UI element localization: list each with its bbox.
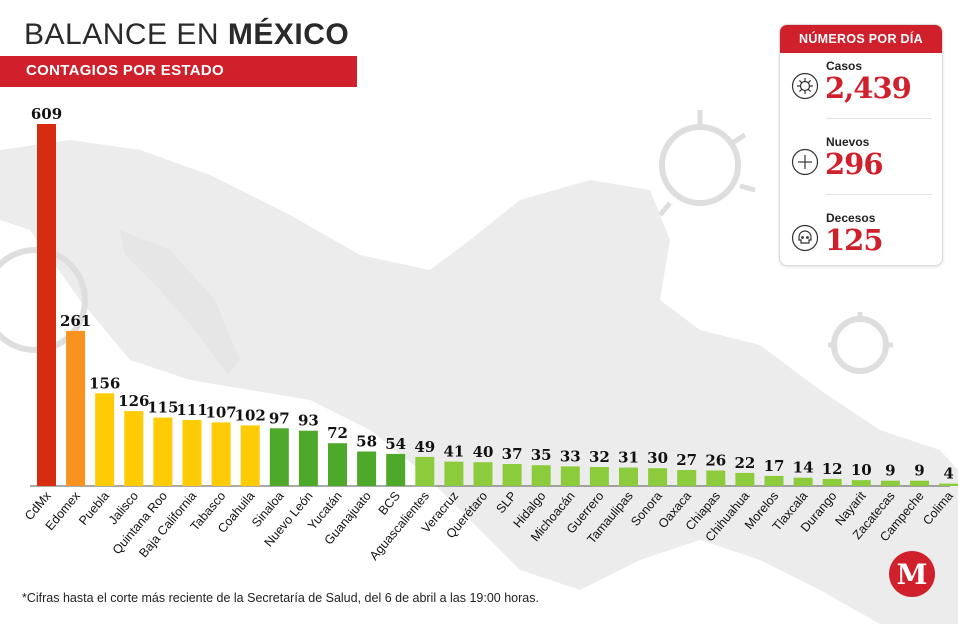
bar [560, 466, 580, 486]
stat-casos: Casos 2,439 [780, 55, 942, 115]
bar-value-label: 4 [943, 465, 953, 483]
bar [880, 480, 900, 486]
stat-value: 296 [825, 147, 884, 181]
bar [735, 472, 755, 486]
bar [386, 453, 406, 486]
bar [444, 461, 464, 486]
bar-value-label: 37 [502, 445, 523, 463]
bar [124, 411, 144, 486]
virus-icon [791, 72, 819, 100]
bar-value-label: 32 [589, 448, 610, 466]
bar-value-label: 9 [885, 462, 895, 480]
divider [826, 194, 932, 195]
bar-value-label: 41 [443, 443, 464, 461]
title-part-2: MÉXICO [227, 18, 350, 51]
bar-value-label: 58 [356, 433, 377, 451]
bar [851, 480, 871, 486]
bar [328, 443, 347, 486]
bar-value-label: 12 [822, 460, 843, 478]
bar-value-label: 40 [473, 443, 494, 461]
footnote: *Cifras hasta el corte más reciente de l… [22, 591, 539, 605]
bar-value-label: 10 [851, 461, 872, 479]
bar [822, 478, 842, 486]
daily-numbers-panel: NÚMEROS POR DÍA Casos 2,439 Nuevos 296 [779, 24, 943, 266]
bar [531, 465, 551, 486]
bar [357, 451, 377, 486]
stat-label: Casos [826, 59, 863, 73]
bar [619, 467, 638, 486]
bar-value-label: 30 [647, 449, 668, 467]
bar [502, 464, 522, 486]
stat-nuevos: Nuevos 296 [780, 131, 942, 191]
bar [910, 480, 929, 486]
bar-value-label: 33 [560, 447, 581, 465]
bar [182, 420, 202, 486]
bar [415, 456, 435, 486]
bar [269, 428, 289, 486]
bar [793, 477, 813, 486]
bar [706, 470, 726, 486]
skull-icon [791, 224, 819, 252]
subtitle-banner: CONTAGIOS POR ESTADO [0, 56, 357, 87]
bar [764, 475, 784, 486]
bar [589, 467, 609, 486]
bar [240, 425, 260, 486]
stat-label: Nuevos [826, 135, 870, 149]
bar-value-label: 126 [118, 392, 149, 410]
bar [211, 422, 231, 486]
bar [37, 124, 56, 486]
plus-circle-icon [791, 148, 819, 176]
bar-value-label: 22 [734, 454, 755, 472]
bar-value-label: 102 [235, 406, 266, 424]
logo-letter: M [896, 558, 928, 591]
bar [939, 483, 958, 486]
category-label: BCS [376, 489, 403, 518]
bar-value-label: 97 [269, 409, 290, 427]
page-title: BALANCE EN MÉXICO [24, 18, 349, 52]
bar-value-label: 107 [205, 403, 236, 421]
category-label: SLP [493, 489, 519, 516]
category-label: Puebla [76, 489, 112, 528]
bar [677, 470, 697, 486]
bar-value-label: 31 [618, 449, 639, 467]
bar-value-label: 14 [793, 459, 814, 477]
bar-value-label: 35 [531, 446, 552, 464]
bar-value-label: 111 [176, 401, 207, 419]
bar [648, 468, 668, 486]
bar-value-label: 9 [914, 462, 924, 480]
bar [95, 393, 115, 486]
stat-label: Decesos [826, 211, 876, 225]
bar-value-label: 609 [31, 105, 62, 123]
bar-value-label: 17 [764, 457, 785, 475]
panel-title: NÚMEROS POR DÍA [780, 25, 942, 53]
bar-value-label: 72 [327, 424, 348, 442]
milenio-logo: M [889, 551, 935, 597]
bar-value-label: 156 [89, 374, 120, 392]
bar-value-label: 26 [705, 452, 726, 470]
stat-value: 125 [825, 223, 884, 257]
bar-value-label: 27 [676, 451, 697, 469]
bar [153, 417, 173, 486]
stat-value: 2,439 [825, 71, 912, 105]
stat-decesos: Decesos 125 [780, 207, 942, 265]
subtitle: CONTAGIOS POR ESTADO [26, 62, 224, 79]
bar-value-label: 93 [298, 412, 319, 430]
bar-value-label: 261 [60, 312, 91, 330]
bar [298, 430, 318, 486]
title-part-1: BALANCE EN [24, 18, 228, 51]
category-label: Colima [920, 489, 956, 528]
bar [473, 462, 493, 486]
bar-value-label: 54 [385, 435, 406, 453]
bar-value-label: 49 [414, 438, 435, 456]
bar [66, 330, 86, 486]
bar-value-label: 115 [147, 399, 178, 417]
divider [826, 118, 932, 119]
